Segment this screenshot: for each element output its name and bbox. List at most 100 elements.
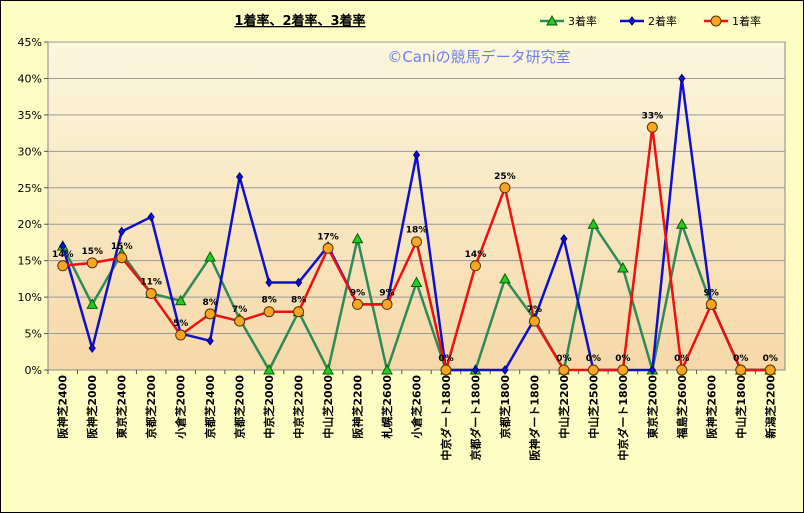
y-tick-label: 0%	[25, 364, 42, 377]
series-marker-diamond	[648, 365, 656, 375]
series-marker-triangle	[675, 218, 688, 229]
x-tick-label: 札幌芝2600	[380, 375, 394, 440]
data-label: 18%	[406, 226, 428, 236]
chart-title: 1着率、2着率、3着率	[234, 13, 365, 29]
plot-area	[47, 41, 786, 371]
series-marker-diamond	[147, 212, 155, 222]
series-marker-circle	[263, 306, 275, 318]
x-tick-label: 小倉芝2600	[410, 375, 424, 440]
series-marker-diamond	[678, 73, 686, 84]
series-marker-triangle	[351, 232, 364, 244]
series-marker-triangle	[174, 294, 187, 306]
x-tick-label: 中京芝2200	[292, 375, 306, 439]
series-marker-circle	[735, 364, 747, 376]
x-tick-label: 京都芝2400	[203, 375, 217, 439]
x-tick-label: 中山芝2000	[321, 375, 335, 439]
x-tick-label: 阪神芝2600	[704, 375, 718, 439]
series-marker-diamond	[501, 365, 509, 375]
data-label: 0%	[438, 354, 453, 364]
series-marker-circle	[175, 329, 187, 341]
data-label: 7%	[232, 305, 247, 315]
x-tick-label: 阪神芝2400	[56, 375, 70, 439]
series-marker-triangle	[587, 218, 600, 229]
series-marker-circle	[352, 298, 364, 310]
series-marker-diamond	[59, 241, 67, 251]
data-label: 15%	[81, 247, 103, 257]
series-marker-circle	[411, 236, 422, 248]
series-marker-triangle	[322, 363, 334, 375]
data-label: 5%	[173, 319, 188, 329]
series-marker-diamond	[235, 172, 244, 182]
series-marker-diamond	[265, 277, 273, 288]
series-marker-circle	[469, 260, 481, 272]
y-tick-label: 40%	[18, 72, 42, 85]
series-marker-circle	[528, 315, 540, 327]
data-label: 0%	[733, 354, 748, 364]
series-marker-triangle	[86, 298, 99, 309]
x-tick-label: 阪神芝2000	[85, 375, 99, 439]
x-tick-label: 京都芝2000	[233, 375, 247, 439]
data-label: 0%	[615, 354, 630, 364]
x-tick-label: 福島芝2600	[675, 375, 689, 440]
legend: 3着率 2着率 1着率	[540, 14, 761, 28]
y-tick-label: 10%	[18, 291, 42, 304]
series-marker-circle	[558, 364, 570, 376]
x-tick-label: 阪神ダート1800	[527, 375, 541, 461]
series-marker-circle	[646, 121, 658, 133]
legend-label: 1着率	[732, 14, 761, 28]
data-label: 0%	[556, 354, 571, 364]
series-marker-circle	[293, 306, 305, 318]
watermark-text: ©Caniの競馬データ研究室	[387, 48, 570, 66]
data-label: 9%	[704, 288, 719, 298]
legend-marker-triangle	[546, 14, 558, 26]
data-label: 0%	[674, 354, 689, 364]
series-marker-circle	[440, 364, 452, 376]
x-tick-label: 京都芝1800	[498, 375, 512, 439]
data-label: 7%	[527, 305, 542, 315]
series-marker-circle	[57, 260, 69, 272]
series-marker-circle	[499, 182, 511, 194]
series-marker-diamond	[471, 365, 480, 375]
legend-label: 3着率	[568, 14, 597, 28]
data-label: 0%	[763, 354, 778, 364]
legend-label: 2着率	[648, 14, 677, 28]
legend-marker-diamond	[628, 16, 636, 26]
series-marker-circle	[116, 252, 128, 264]
series-marker-triangle	[381, 363, 393, 375]
series-marker-circle	[204, 308, 216, 320]
y-tick-label: 20%	[18, 218, 42, 231]
x-tick-label: 東京芝2000	[645, 375, 659, 439]
data-label: 15%	[111, 242, 133, 252]
series-marker-circle	[617, 364, 629, 376]
x-tick-label: 新潟芝2200	[763, 375, 777, 439]
series-marker-diamond	[412, 150, 421, 160]
data-label: 33%	[642, 111, 664, 121]
data-label: 8%	[202, 298, 217, 308]
series-marker-triangle	[410, 276, 423, 288]
series-marker-circle	[322, 242, 334, 254]
x-tick-label: 京都芝2200	[144, 375, 158, 439]
x-tick-label: 中山芝2500	[586, 375, 600, 439]
y-tick-label: 35%	[18, 109, 42, 122]
series-marker-triangle	[263, 363, 275, 375]
x-tick-label: 中京芝2000	[262, 375, 276, 439]
series-marker-diamond	[294, 277, 303, 288]
series-marker-diamond	[206, 336, 214, 346]
series-marker-circle	[86, 257, 98, 269]
series-marker-circle	[234, 315, 246, 327]
x-tick-label: 中山芝1800	[734, 375, 748, 439]
x-tick-label: 東京芝2400	[115, 375, 129, 439]
y-tick-label: 25%	[18, 182, 42, 195]
series-marker-triangle	[204, 250, 216, 262]
data-label: 14%	[465, 250, 487, 260]
series-marker-triangle	[617, 261, 629, 273]
data-label: 9%	[350, 288, 365, 298]
series-marker-diamond	[88, 343, 96, 353]
x-tick-label: 小倉芝2000	[174, 375, 188, 440]
data-label: 25%	[494, 172, 516, 182]
series-marker-circle	[145, 287, 157, 299]
series-marker-diamond	[560, 233, 568, 244]
series-marker-circle	[676, 364, 688, 376]
data-label: 8%	[291, 296, 306, 306]
